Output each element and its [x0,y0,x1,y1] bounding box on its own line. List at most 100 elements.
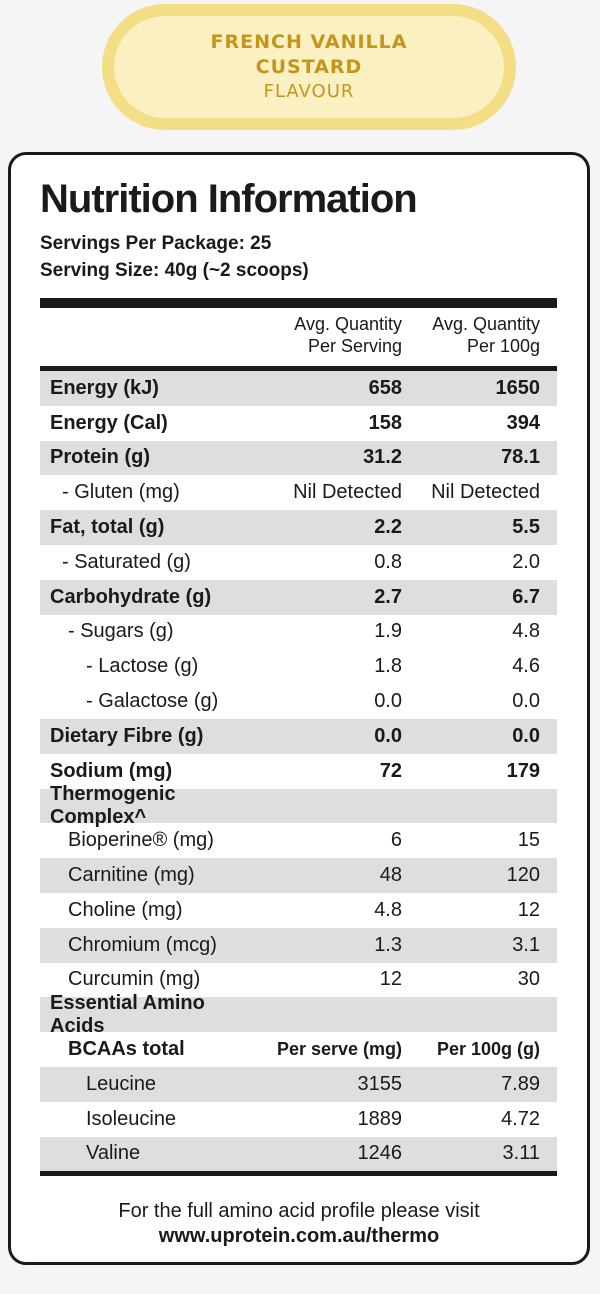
per-100g-value: 2.0 [512,550,540,573]
page-title: Nutrition Information [40,177,418,221]
per-serving-value: Per serve (mg) [276,1039,402,1060]
table-row: Carnitine (mg) 48 120 [40,858,557,893]
row-label: Carnitine (mg) [68,864,195,887]
row-label: Carbohydrate (g) [50,585,212,608]
per-100g-value: 394 [506,411,540,434]
footer-text: For the full amino acid profile please v… [118,1200,480,1222]
per-100g-value: Per 100g (g) [436,1039,540,1060]
per-serving-value: 0.0 [374,690,402,713]
divider [40,1171,557,1177]
per-100g-value: 3.1 [512,933,540,956]
flavour-badge: FRENCH VANILLA CUSTARD FLAVOUR [102,4,516,130]
per-serving-value: 1889 [357,1107,403,1130]
per-100g-value: 1650 [495,376,541,399]
table-row: Energy (kJ) 658 1650 [40,371,557,406]
per-100g-value: 5.5 [512,516,540,539]
header-per-serving: Avg. Quantity [294,314,402,334]
flavour-name-2: CUSTARD [255,56,363,78]
per-100g-value: 0.0 [512,724,540,747]
per-serving-value: 4.8 [374,898,402,921]
serving-size: Serving Size: 40g (~2 scoops) [40,260,309,281]
divider [40,298,557,308]
table-header: Avg. Quantity Per Serving Avg. Quantity Pe… [40,308,557,366]
footer-url[interactable]: www.uprotein.com.au/thermo [158,1225,440,1247]
table-row: Energy (Cal) 158 394 [40,406,557,441]
per-100g-value: 12 [517,898,540,921]
per-100g-value: 30 [517,968,540,991]
table-row: Chromium (mcg) 1.3 3.1 [40,927,557,963]
per-serving-value: 31.2 [363,446,402,469]
per-100g-value: 120 [506,864,540,887]
row-label: Energy (kJ) [50,376,159,399]
per-100g-value: 6.7 [512,585,540,608]
table-row: - Galactose (g) 0.0 0.0 [40,684,557,719]
table-row: Leucine 3155 7.89 [40,1066,557,1102]
table-row: Fat, total (g) 2.2 5.5 [40,510,557,545]
row-label: Dietary Fibre (g) [50,724,204,747]
per-100g-value: 0.0 [512,690,540,713]
per-100g-value: 4.8 [512,620,540,643]
nutrition-panel: Nutrition Information Servings Per Packa… [8,152,590,1265]
per-100g-value: 4.72 [501,1107,540,1130]
table-row: Essential Amino Acids [40,992,557,1037]
table-row: - Lactose (g) 1.8 4.6 [40,649,557,684]
row-label: Essential Amino Acids [50,991,205,1037]
per-serving-value: 1246 [357,1142,403,1165]
row-label: Fat, total (g) [50,516,165,539]
per-serving-value: 3155 [357,1072,403,1095]
row-label: - Saturated (g) [62,550,191,573]
per-serving-value: 0.0 [374,724,402,747]
per-serving-value: 72 [379,759,402,782]
servings-per-package: Servings Per Package: 25 [40,233,272,254]
row-label: Thermogenic Complex^ [50,782,176,828]
per-100g-value: 7.89 [501,1072,540,1095]
per-serving-value: 48 [379,864,402,887]
row-label: Bioperine® (mg) [68,829,214,852]
row-label: - Galactose (g) [86,690,219,713]
table-row: Thermogenic Complex^ [40,783,557,828]
table-row: Sodium (mg) 72 179 [40,754,557,789]
table-row: Protein (g) 31.2 78.1 [40,440,557,476]
table-row: Curcumin (mg) 12 30 [40,963,557,998]
table-row: Carbohydrate (g) 2.7 6.7 [40,579,557,615]
per-serving-value: 658 [368,376,402,399]
per-serving-value: 1.3 [374,933,402,956]
per-serving-value: 158 [368,411,402,434]
table-row: Dietary Fibre (g) 0.0 0.0 [40,718,557,754]
per-serving-value: 1.8 [374,655,402,678]
header-per-100g-2: Per 100g [466,336,540,356]
per-serving-value: Nil Detected [293,481,402,504]
table-row: Bioperine® (mg) 6 15 [40,823,557,858]
per-serving-value: 2.2 [374,516,402,539]
row-label: - Sugars (g) [68,620,174,643]
row-label: Choline (mg) [68,898,183,921]
row-label: Protein (g) [50,446,150,469]
table-row: - Sugars (g) 1.9 4.8 [40,615,557,650]
header-per-100g: Avg. Quantity [432,314,540,334]
table-row: Isoleucine 1889 4.72 [40,1102,557,1137]
row-label: Leucine [86,1072,157,1095]
divider [40,366,557,371]
per-100g-value: 15 [517,829,540,852]
per-100g-value: 179 [506,759,540,782]
header-per-serving-2: Per Serving [307,336,402,356]
row-label: - Lactose (g) [86,655,199,678]
table-row: - Gluten (mg) Nil Detected Nil Detected [40,475,557,510]
per-serving-value: 12 [379,968,402,991]
per-100g-value: 4.6 [512,655,540,678]
per-100g-value: 78.1 [501,446,540,469]
row-label: Energy (Cal) [50,411,168,434]
row-label: Sodium (mg) [50,759,173,782]
flavour-name: FRENCH VANILLA [210,31,408,53]
table-row: Choline (mg) 4.8 12 [40,893,557,928]
row-label: Curcumin (mg) [68,968,201,991]
row-label: Valine [86,1142,141,1165]
per-100g-value: Nil Detected [431,481,540,504]
row-label: Isoleucine [86,1107,177,1130]
table-row: BCAAs total Per serve (mg) Per 100g (g) [40,1032,557,1067]
flavour-label: FLAVOUR [263,81,355,102]
row-label: - Gluten (mg) [62,481,180,504]
table-row: - Saturated (g) 0.8 2.0 [40,545,557,580]
nutrition-table: Avg. Quantity Per Serving Avg. Quantity Pe… [40,298,557,1177]
table-row: Valine 1246 3.11 [40,1136,557,1172]
